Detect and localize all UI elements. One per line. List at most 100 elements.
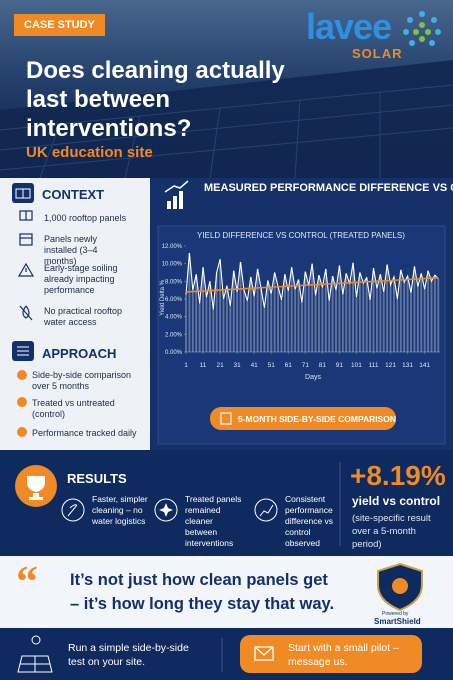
bar	[253, 296, 256, 352]
x-tick-label: 1	[184, 362, 188, 369]
bar	[297, 279, 300, 352]
bar	[219, 259, 222, 352]
bar	[386, 264, 389, 352]
chart-button-label[interactable]: 5-MONTH SIDE-BY-SIDE COMPARISON	[238, 414, 396, 424]
bar	[222, 299, 225, 352]
bar	[188, 253, 191, 352]
bar	[287, 291, 290, 352]
context-item: Panels newly installed (3–4 months)	[44, 234, 98, 266]
bar	[352, 262, 354, 352]
bar	[389, 284, 392, 352]
x-axis-label: Days	[305, 374, 321, 381]
bar	[198, 303, 201, 352]
chart-button[interactable]	[210, 407, 396, 430]
bar	[290, 267, 293, 352]
context-item: Early-stage soiling already impacting pe…	[44, 263, 118, 295]
bar	[185, 294, 187, 352]
logo-icon	[403, 11, 441, 46]
approach-item: Performance tracked daily	[32, 428, 137, 438]
chart-panel: MEASURED PERFORMANCE DIFFERENCE VS CONTR…	[150, 178, 453, 450]
bar	[202, 267, 204, 352]
bar	[243, 290, 245, 352]
result-item: Treated panels remained cleaner between …	[185, 494, 242, 548]
y-tick-label: 4.00%	[165, 315, 183, 321]
cta-button[interactable]	[240, 635, 422, 673]
x-tick-label: 101	[351, 362, 362, 369]
footer-text: Run a simple side-by-side test on your s…	[68, 642, 189, 668]
bar	[420, 273, 423, 352]
y-tick-label: 10.00%	[162, 262, 183, 268]
data-line	[185, 253, 439, 310]
bar	[294, 289, 297, 352]
title: Does cleaning actually last between inte…	[26, 57, 285, 142]
bar	[256, 268, 259, 352]
chart-title: YIELD DIFFERENCE VS CONTROL (TREATED PAN…	[197, 231, 405, 240]
bar	[410, 292, 412, 352]
bar	[314, 295, 317, 352]
x-tick-label: 91	[336, 362, 344, 369]
bar	[416, 286, 419, 352]
panel-heading: MEASURED PERFORMANCE DIFFERENCE VS CONTR…	[204, 182, 453, 194]
left-icons	[12, 183, 35, 437]
bar	[195, 274, 198, 352]
x-tick-label: 131	[402, 362, 413, 369]
bar	[246, 300, 249, 352]
bar	[239, 261, 242, 352]
badge-name: SmartShield	[374, 617, 421, 626]
bar	[372, 268, 375, 352]
y-tick-label: 6.00%	[165, 297, 183, 303]
stat: +8.19%	[350, 460, 446, 491]
x-tick-label: 41	[251, 362, 259, 369]
results-bg	[0, 450, 453, 556]
bar	[341, 294, 344, 352]
x-tick-label: 81	[319, 362, 327, 369]
bar	[311, 263, 314, 352]
bar	[382, 291, 385, 352]
bar	[338, 265, 341, 352]
bar	[225, 285, 228, 352]
y-axis-label: Yield Delta %	[160, 279, 166, 315]
badge: CASE STUDY	[14, 14, 105, 36]
bar	[205, 297, 208, 352]
bar	[236, 291, 239, 352]
context-heading: CONTEXT	[42, 187, 105, 202]
bar	[379, 274, 382, 352]
result-item: Faster, simpler cleaning – no water logi…	[92, 494, 148, 526]
x-tick-label: 61	[285, 362, 293, 369]
quote-mark: “	[16, 557, 38, 606]
x-tick-label: 121	[385, 362, 396, 369]
bar	[324, 268, 327, 352]
y-tick-label: 12.00%	[162, 244, 183, 250]
cta-text[interactable]: Start with a small pilot – message us.	[288, 642, 399, 668]
bar	[362, 283, 365, 352]
bar	[328, 300, 331, 352]
approach-item: Side-by-side comparison over 5 months	[32, 370, 132, 391]
bar	[260, 288, 262, 352]
bar	[413, 266, 416, 352]
bar	[406, 276, 409, 352]
bar	[307, 285, 310, 352]
logo: lavee	[306, 6, 392, 47]
bar	[304, 271, 307, 352]
subtitle: UK education site	[26, 144, 153, 161]
badge-small: Powered by	[382, 611, 409, 617]
bar	[423, 289, 426, 352]
footer-bg	[0, 628, 453, 680]
quote: It’s not just how clean panels get – it’…	[70, 571, 335, 613]
bar	[215, 272, 218, 352]
x-tick-label: 31	[234, 362, 242, 369]
bar	[365, 277, 368, 352]
bar	[331, 276, 334, 352]
logo-sub: SOLAR	[352, 46, 403, 61]
bar	[321, 287, 324, 352]
bar	[229, 306, 232, 352]
bar	[273, 272, 276, 352]
stat-label: yield vs control	[352, 494, 441, 508]
bar	[358, 272, 361, 352]
bar	[345, 273, 348, 352]
bar	[369, 299, 372, 352]
y-tick-label: 0.00%	[165, 350, 183, 356]
bar	[348, 283, 351, 352]
y-tick-label: 2.00%	[165, 332, 183, 338]
approach-heading: APPROACH	[42, 346, 117, 361]
